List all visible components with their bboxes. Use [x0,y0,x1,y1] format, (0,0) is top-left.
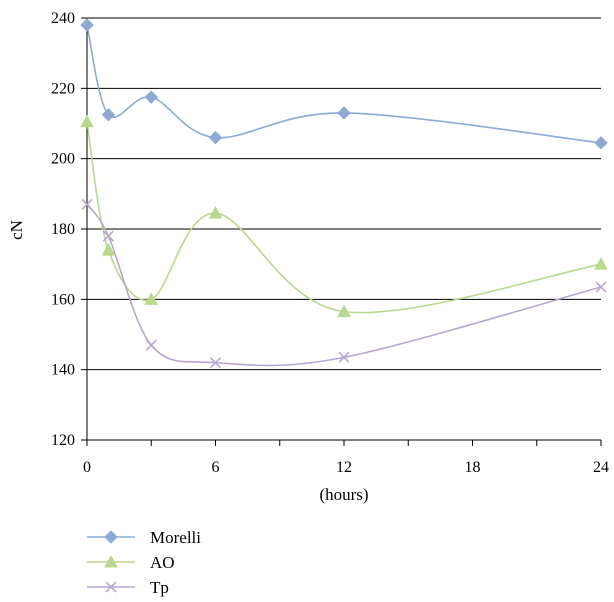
gridlines [87,17,601,371]
data-point-ao [80,114,94,128]
x-tick-label: 6 [212,459,220,476]
data-point-ao [337,304,351,318]
legend-label-morelli: Morelli [150,528,201,547]
y-tick-labels: 120 140 160 180 200 220 240 [51,10,75,449]
data-point-morelli [101,108,116,122]
y-tick-label: 180 [51,221,75,238]
y-tick-label: 120 [51,432,75,449]
x-tick-labels: 0 6 12 18 24 [83,459,609,476]
legend-marker-morelli [104,530,118,544]
legend-label-ao: AO [150,553,175,572]
x-tick-label: 12 [336,459,352,476]
y-tick-label: 140 [51,362,75,379]
data-point-morelli [594,136,608,150]
data-point-tp [209,357,222,369]
data-point-morelli [337,106,351,120]
series-line-morelli [86,24,602,144]
series-line-ao [86,121,602,314]
data-point-tp [145,339,157,351]
data-point-morelli [208,130,223,145]
data-point-ao [144,292,159,305]
data-point-ao [101,243,116,256]
data-point-tp [102,230,114,242]
data-point-tp [595,281,607,293]
legend: Morelli AO Tp [87,528,201,597]
y-tick-label: 220 [51,80,75,97]
x-tick-label: 18 [465,459,481,476]
data-point-morelli [144,90,158,104]
legend-label-tp: Tp [150,578,169,597]
x-tick-label: 0 [83,459,91,476]
x-tick-label: 24 [593,459,609,476]
y-axis-label: cN [7,220,26,240]
data-point-tp [81,198,93,210]
y-tick-label: 200 [51,151,75,168]
data-point-morelli [80,18,94,32]
data-point-tp [338,351,350,363]
series-markers [80,18,608,369]
legend-marker-ao [104,554,118,568]
legend-marker-tp [105,581,117,593]
data-point-ao [208,206,223,219]
y-tick-label: 240 [51,10,75,27]
data-point-ao [594,257,608,270]
y-tick-label: 160 [51,291,75,308]
x-axis-label: (hours) [319,485,368,504]
axes [81,17,602,446]
